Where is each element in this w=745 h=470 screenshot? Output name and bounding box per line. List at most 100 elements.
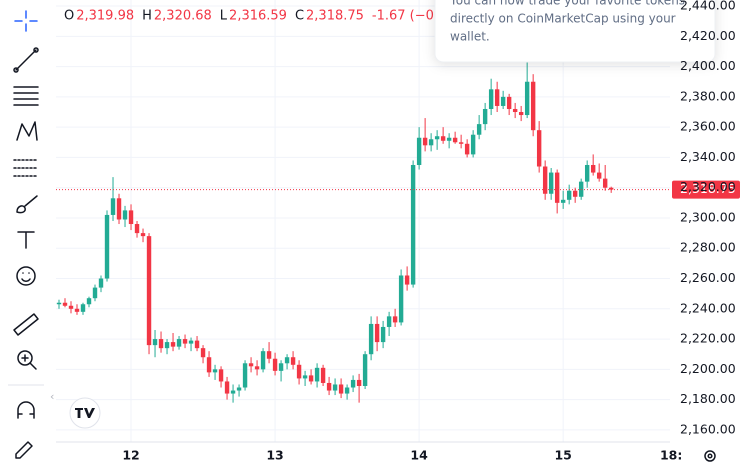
candle-body: [470, 134, 476, 155]
popup-text: wallet.: [450, 30, 490, 44]
candle-body: [476, 124, 482, 135]
candle-body: [80, 304, 86, 312]
candle-body: [434, 136, 440, 140]
y-tick-label: 2,260.00: [680, 270, 736, 285]
trend-line-tool[interactable]: [13, 47, 39, 73]
candle-body: [518, 112, 524, 116]
candle-body: [104, 214, 110, 279]
candle-body: [386, 316, 392, 327]
fib-tool[interactable]: [13, 86, 39, 106]
settings-icon[interactable]: [704, 450, 716, 462]
candle-body: [284, 357, 290, 364]
x-tick-label: 14: [410, 448, 428, 463]
candle-body: [380, 326, 386, 343]
candle-body: [122, 210, 128, 220]
overlay: 2,318.75O 2,319.98 H 2,320.68 L 2,316.59 C 2,31…: [64, 0, 740, 199]
candle-body: [266, 351, 272, 359]
candle-body: [404, 275, 410, 285]
candle-body: [590, 164, 596, 173]
x-tick-label: 12: [122, 448, 139, 463]
projection-tool[interactable]: [13, 159, 39, 177]
candle-body: [608, 187, 614, 190]
candle-body: [200, 348, 206, 358]
candle-body: [356, 379, 362, 386]
candle-body: [530, 81, 536, 131]
candle-body: [272, 358, 278, 371]
candle-body: [230, 390, 236, 394]
ruler-tool[interactable]: [13, 313, 39, 336]
candle-body: [500, 96, 506, 106]
candle-body: [134, 224, 140, 234]
candle-body: [548, 172, 554, 194]
plot-area: [56, 0, 670, 442]
candle-body: [242, 363, 248, 388]
pattern-tool[interactable]: [16, 121, 38, 141]
candle-body: [554, 172, 560, 203]
candle-body: [74, 308, 80, 312]
candle-body: [362, 354, 368, 386]
candle-body: [146, 236, 152, 346]
candle-body: [224, 381, 230, 394]
candle-body: [542, 166, 548, 194]
candle-body: [536, 130, 542, 167]
y-tick-label: 2,300.00: [680, 209, 736, 224]
last-price-label: 2,318.75: [680, 181, 736, 196]
popup-text: directly on CoinMarketCap using your: [450, 12, 676, 26]
candle-body: [236, 387, 242, 391]
y-tick-label: 2,440.00: [680, 0, 736, 13]
candle-body: [152, 339, 158, 346]
collapse-arrow[interactable]: ‹: [50, 390, 54, 403]
candle-body: [326, 382, 332, 391]
candle-body: [566, 190, 572, 200]
y-tick-label: 2,340.00: [680, 149, 736, 164]
draw-lock-tool[interactable]: [15, 441, 33, 459]
candle-body: [392, 316, 398, 323]
candle-body: [110, 198, 116, 215]
y-tick-label: 2,160.00: [680, 421, 736, 436]
emoji-tool[interactable]: [16, 266, 36, 286]
candle-body: [62, 302, 68, 306]
candle-body: [176, 339, 182, 347]
candle-body: [212, 369, 218, 373]
candle-body: [68, 305, 74, 309]
tradingview-logo[interactable]: [69, 397, 101, 429]
ohlc-value: 2,316.59: [229, 9, 287, 24]
candle-body: [158, 339, 164, 349]
candle-body: [170, 342, 176, 347]
candle-body: [296, 364, 302, 379]
y-tick-label: 2,280.00: [680, 240, 736, 255]
candle-body: [314, 367, 320, 382]
candle-body: [248, 363, 254, 367]
crosshair-tool[interactable]: [14, 10, 38, 32]
y-tick-label: 2,400.00: [680, 58, 736, 73]
candle-body: [524, 81, 530, 116]
candle-body: [410, 164, 416, 285]
candle-body: [278, 363, 284, 371]
x-tick-label: 18:: [660, 448, 682, 463]
text-tool[interactable]: [17, 231, 35, 249]
candle-body: [506, 96, 512, 109]
candle-body: [464, 143, 470, 155]
y-tick-label: 2,240.00: [680, 300, 736, 315]
candle-body: [584, 164, 590, 182]
candle-body: [602, 178, 608, 188]
y-tick-label: 2,220.00: [680, 331, 736, 346]
brush-tool[interactable]: [16, 195, 38, 214]
candle-body: [320, 367, 326, 383]
candle-body: [572, 190, 578, 197]
x-tick-label: 13: [266, 448, 283, 463]
ohlc-value: 2,320.68: [154, 9, 212, 24]
candle-body: [512, 108, 518, 113]
ohlc-key: H: [142, 9, 152, 24]
candle-body: [194, 340, 200, 349]
y-tick-label: 2,420.00: [680, 28, 736, 43]
magnet-tool[interactable]: [17, 401, 35, 419]
candle-body: [254, 366, 260, 370]
candle-body: [440, 136, 446, 141]
toolbar: ‹: [8, 10, 101, 459]
candle-body: [428, 139, 434, 146]
ohlc-key: O: [64, 9, 74, 24]
candle-body: [338, 384, 344, 394]
zoom-tool[interactable]: [17, 350, 37, 370]
